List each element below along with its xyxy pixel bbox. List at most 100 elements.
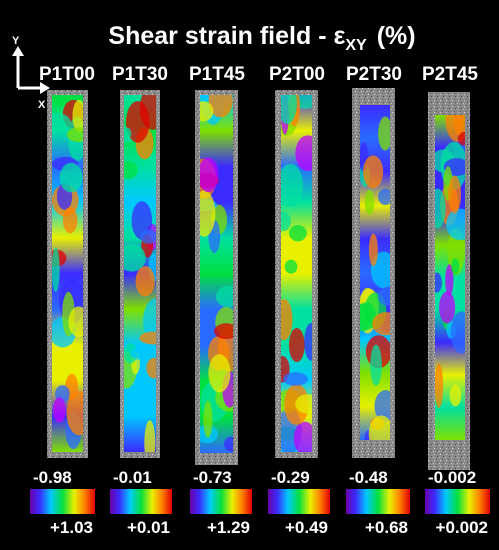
strain-field: [52, 95, 83, 452]
field-blob: [451, 258, 460, 275]
field-blob: [363, 155, 384, 189]
field-blob: [124, 244, 146, 272]
field-blob: [284, 259, 298, 274]
field-blob: [372, 312, 390, 336]
specimen: P1T30 -0.01 +0.01: [110, 64, 172, 537]
field-blob: [140, 229, 156, 244]
specimen: P2T30 -0.48 +0.68: [346, 64, 410, 537]
title-subscript: XY: [345, 37, 367, 54]
field-blob: [135, 266, 155, 297]
field-blob: [295, 394, 312, 414]
field-blob: [124, 127, 132, 140]
field-blob: [435, 272, 442, 293]
field-blob: [445, 264, 454, 296]
field-blob: [200, 101, 214, 122]
field-blob: [281, 299, 293, 341]
field-blob: [224, 436, 233, 452]
max-label: +0.002: [436, 518, 488, 537]
axis-y-label: Y: [12, 35, 20, 47]
field-blob: [130, 346, 156, 361]
min-label: -0.29: [271, 468, 310, 487]
max-label: +1.29: [207, 518, 250, 537]
field-blob: [126, 101, 150, 143]
field-blob: [139, 331, 156, 345]
field-blob: [370, 344, 382, 386]
field-blob: [59, 162, 83, 193]
field-blob: [62, 207, 78, 234]
field-blob: [200, 157, 219, 193]
field-blob: [288, 224, 307, 242]
field-blob: [208, 95, 233, 118]
specimen: P2T45 -0.002 +0.002: [422, 64, 490, 537]
specimen-label: P2T30: [346, 64, 402, 85]
field-blob: [216, 285, 233, 308]
field-blob: [446, 208, 465, 241]
axis-x-label: X: [38, 99, 46, 111]
field-blob: [368, 233, 378, 267]
field-blob: [214, 323, 233, 340]
title: Shear strain field - εXY (%): [108, 22, 415, 54]
specimen-label: P2T00: [269, 64, 325, 85]
field-blob: [144, 420, 156, 452]
field-blob: [293, 421, 312, 452]
colorbar: [268, 489, 330, 514]
field-blob: [283, 372, 308, 386]
colorbar: [30, 489, 95, 514]
field-blob: [124, 160, 138, 180]
field-blob: [450, 311, 465, 354]
strain-field: [281, 95, 312, 452]
max-label: +1.03: [50, 518, 93, 537]
field-blob: [288, 327, 305, 363]
min-label: -0.01: [113, 468, 152, 487]
field-blob: [378, 188, 390, 206]
field-blob: [449, 384, 462, 407]
strain-field: [200, 95, 233, 453]
field-blob: [146, 357, 156, 379]
field-blob: [435, 188, 446, 229]
colorbar: [425, 489, 490, 514]
strain-field: [360, 105, 390, 440]
max-label: +0.01: [127, 518, 170, 537]
field-blob: [67, 127, 83, 143]
title-text: Shear strain field - ε: [108, 22, 345, 50]
field-blob: [200, 190, 216, 237]
max-label: +0.68: [365, 518, 408, 537]
colorbar: [110, 489, 172, 514]
field-blob: [374, 390, 390, 422]
specimen-label: P1T00: [39, 64, 95, 85]
specimen: P1T45 -0.73 +1.29: [189, 64, 252, 537]
min-label: -0.73: [193, 468, 232, 487]
field-blob: [377, 286, 390, 306]
field-blob: [281, 95, 297, 124]
field-blob: [52, 112, 71, 133]
min-label: -0.48: [349, 468, 388, 487]
field-blob: [453, 115, 464, 136]
field-blob: [54, 95, 68, 107]
field-blob: [66, 390, 83, 436]
field-blob: [281, 163, 304, 208]
specimen: P1T00 -0.98 +1.03: [30, 64, 95, 537]
field-blob: [448, 175, 462, 214]
specimen-label: P1T45: [189, 64, 245, 85]
field-blob: [368, 415, 390, 440]
field-blob: [378, 116, 390, 151]
strain-field: [435, 115, 465, 440]
min-label: -0.002: [428, 468, 476, 487]
specimen: P2T00 -0.29 +0.49: [268, 64, 330, 537]
field-blob: [457, 131, 465, 146]
field-blob: [52, 247, 60, 293]
field-blob: [304, 322, 312, 361]
specimen-label: P1T30: [112, 64, 168, 85]
specimen-label: P2T45: [422, 64, 478, 85]
field-blob: [208, 354, 231, 393]
min-label: -0.98: [33, 468, 72, 487]
colorbar: [346, 489, 410, 514]
field-blob: [435, 363, 444, 409]
field-blob: [203, 400, 213, 438]
field-blob: [53, 397, 66, 423]
strain-field: [124, 95, 156, 452]
title-unit: (%): [377, 22, 416, 50]
specimens: P1T00 -0.98 +1.03 P1T30 -0.01 +0.01 P1T45 -0.73…: [30, 64, 490, 537]
field-blob: [68, 306, 83, 338]
